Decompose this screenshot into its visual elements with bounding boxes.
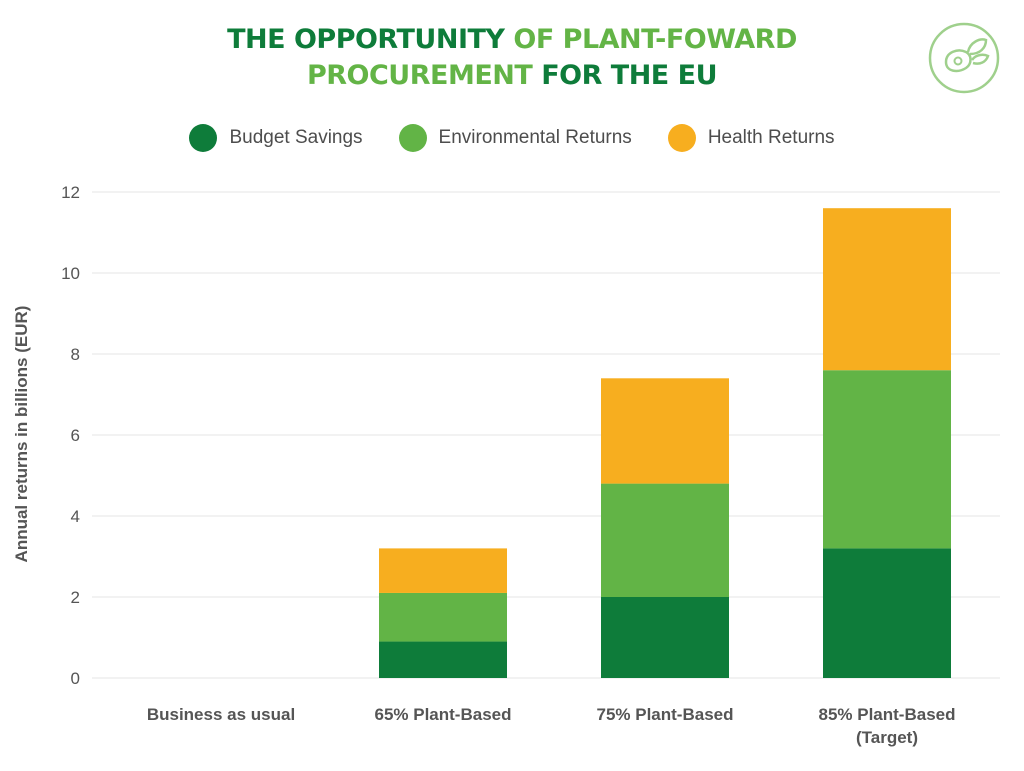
y-tick-label: 2: [71, 588, 80, 607]
y-tick-label: 6: [71, 426, 80, 445]
x-category-label: 65% Plant-Based: [375, 705, 512, 724]
legend: Budget Savings Environmental Returns Hea…: [0, 124, 1024, 152]
bar-segment: [379, 548, 507, 593]
legend-label: Health Returns: [707, 127, 835, 148]
y-tick-label: 4: [71, 507, 80, 526]
legend-label: Environmental Returns: [438, 127, 632, 148]
x-axis-categories: Business as usual 65% Plant-Based 75% Plan…: [147, 705, 956, 747]
legend-label: Budget Savings: [229, 127, 363, 148]
legend-item-environmental-returns: Environmental Returns: [398, 124, 632, 152]
title-part-2: OF PLANT-FOWARD: [513, 24, 797, 55]
title-line-2: PROCUREMENT FOR THE EU: [0, 58, 1024, 94]
bar-segment: [379, 592, 507, 642]
chart-title: THE OPPORTUNITY OF PLANT-FOWARD PROCUREM…: [0, 22, 1024, 94]
title-part-1: THE OPPORTUNITY: [227, 24, 505, 55]
bar-segment: [601, 597, 729, 678]
bar-segment: [823, 370, 951, 549]
x-category-label: Business as usual: [147, 705, 295, 724]
y-tick-label: 0: [71, 669, 80, 688]
legend-item-budget-savings: Budget Savings: [189, 124, 363, 152]
legend-swatch: [667, 124, 696, 152]
y-tick-label: 10: [61, 264, 80, 283]
bar-segment: [601, 378, 729, 484]
x-category-label: 75% Plant-Based: [597, 705, 734, 724]
bar-segment: [379, 641, 507, 678]
title-part-4: FOR THE EU: [541, 60, 718, 91]
legend-swatch: [189, 124, 218, 152]
y-axis-ticks: 0 2 4 6 8 10 12: [61, 183, 80, 688]
x-category-label: (Target): [856, 728, 918, 747]
y-tick-label: 8: [71, 345, 80, 364]
y-tick-label: 12: [61, 183, 80, 202]
legend-item-health-returns: Health Returns: [667, 124, 835, 152]
plant-leaf-meat-icon: [928, 22, 1000, 94]
x-category-label: 85% Plant-Based: [819, 705, 956, 724]
title-line-1: THE OPPORTUNITY OF PLANT-FOWARD: [0, 22, 1024, 58]
bar-segment: [823, 208, 951, 371]
bars: [379, 208, 951, 678]
bar-segment: [601, 483, 729, 597]
title-part-3: PROCUREMENT: [306, 60, 533, 91]
bar-segment: [823, 548, 951, 678]
legend-swatch: [398, 124, 427, 152]
